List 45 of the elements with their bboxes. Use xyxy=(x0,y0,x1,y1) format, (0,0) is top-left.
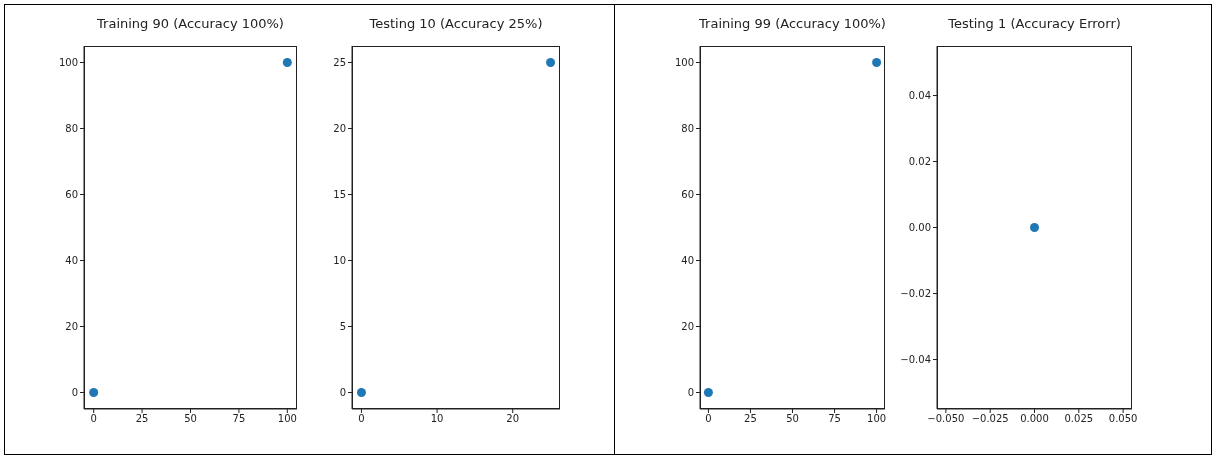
y-tick-label: 10 xyxy=(333,255,346,267)
x-tick-label: 0 xyxy=(90,413,97,425)
chart-title: Testing 10 (Accuracy 25%) xyxy=(368,16,544,31)
x-tick-label: 10 xyxy=(430,413,444,425)
x-tick-label: 50 xyxy=(184,413,197,425)
x-tick-label: 0 xyxy=(705,413,712,425)
y-tick-label: 60 xyxy=(681,189,694,201)
chart-title: Training 90 (Accuracy 100%) xyxy=(96,16,285,31)
x-tick-label: −0.025 xyxy=(971,413,1009,425)
y-tick-label: 20 xyxy=(681,321,694,333)
x-tick-label: 0 xyxy=(358,413,365,425)
x-tick-label: 25 xyxy=(744,413,757,425)
x-tick-label: 0.000 xyxy=(1020,413,1049,425)
x-tick-label: 75 xyxy=(232,413,246,425)
y-tick-label: 60 xyxy=(65,189,78,201)
y-tick-label: 40 xyxy=(681,255,694,267)
y-tick-label: 20 xyxy=(65,321,78,333)
chart-title: Testing 1 (Accuracy Errorr) xyxy=(947,16,1122,31)
x-tick-label: 75 xyxy=(828,413,841,425)
y-tick-label: −0.04 xyxy=(900,354,931,366)
y-tick-label: 80 xyxy=(681,123,694,135)
x-tick-label: −0.050 xyxy=(927,413,965,425)
y-tick-label: 5 xyxy=(339,321,346,333)
x-tick-label: 20 xyxy=(506,413,520,425)
x-tick-label: 25 xyxy=(135,413,149,425)
y-tick-label: 0 xyxy=(687,387,694,399)
y-tick-label: 40 xyxy=(65,255,78,267)
x-tick-label: 0.050 xyxy=(1108,413,1138,425)
y-tick-label: 100 xyxy=(58,57,78,69)
x-tick-label: 100 xyxy=(867,413,887,425)
y-tick-label: 0.04 xyxy=(908,90,931,102)
x-tick-label: 0.025 xyxy=(1064,413,1094,425)
y-tick-label: 100 xyxy=(674,57,694,69)
y-tick-label: 25 xyxy=(333,57,346,69)
y-tick-label: 0.00 xyxy=(908,222,931,234)
y-tick-label: 80 xyxy=(65,123,78,135)
y-tick-label: 0 xyxy=(71,387,78,399)
y-tick-label: −0.02 xyxy=(900,288,931,300)
y-tick-label: 20 xyxy=(333,123,346,135)
x-tick-label: 50 xyxy=(786,413,799,425)
y-tick-label: 0 xyxy=(339,387,346,399)
y-tick-label: 15 xyxy=(333,189,346,201)
y-tick-label: 0.02 xyxy=(908,156,931,168)
x-tick-label: 100 xyxy=(277,413,297,425)
chart-title: Training 99 (Accuracy 100%) xyxy=(698,16,887,31)
